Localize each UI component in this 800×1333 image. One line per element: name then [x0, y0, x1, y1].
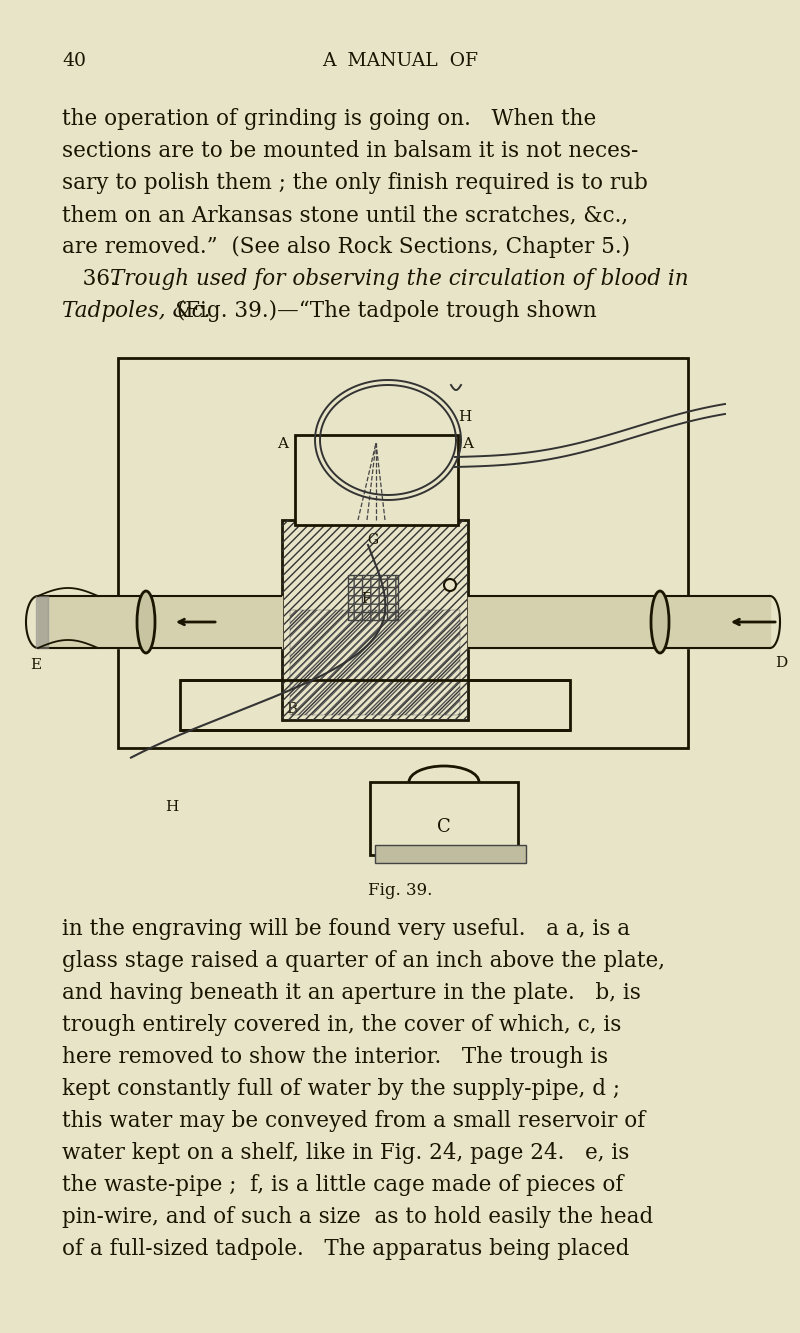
Ellipse shape: [651, 591, 669, 653]
Text: water kept on a shelf, like in Fig. 24, page 24.   e, is: water kept on a shelf, like in Fig. 24, …: [62, 1142, 630, 1164]
Text: (Fig. 39.)—“The tadpole trough shown: (Fig. 39.)—“The tadpole trough shown: [170, 300, 597, 323]
Text: F: F: [361, 592, 370, 607]
Text: G: G: [367, 533, 378, 547]
Bar: [348, 575, 398, 620]
Text: sary to polish them ; the only finish required is to rub: sary to polish them ; the only finish re…: [62, 172, 648, 195]
Text: D: D: [775, 656, 787, 670]
Text: 40: 40: [62, 52, 86, 71]
Text: A  MANUAL  OF: A MANUAL OF: [322, 52, 478, 71]
Text: here removed to show the interior.   The trough is: here removed to show the interior. The t…: [62, 1046, 608, 1068]
Text: the operation of grinding is going on.   When the: the operation of grinding is going on. W…: [62, 108, 596, 131]
Bar: [118, 359, 688, 748]
Text: B: B: [286, 702, 297, 716]
Text: E: E: [30, 659, 41, 672]
Text: Fig. 39.: Fig. 39.: [368, 882, 432, 898]
Text: of a full-sized tadpole.   The apparatus being placed: of a full-sized tadpole. The apparatus b…: [62, 1238, 630, 1260]
Text: are removed.”  (See also Rock Sections, Chapter 5.): are removed.” (See also Rock Sections, C…: [62, 236, 630, 259]
Bar: [180, 680, 570, 730]
Text: H: H: [165, 800, 178, 814]
Bar: [295, 435, 458, 525]
Text: A: A: [277, 437, 288, 451]
Text: sections are to be mounted in balsam it is not neces-: sections are to be mounted in balsam it …: [62, 140, 638, 163]
Text: kept constantly full of water by the supply-pipe, d ;: kept constantly full of water by the sup…: [62, 1078, 620, 1100]
Text: and having beneath it an aperture in the plate.   b, is: and having beneath it an aperture in the…: [62, 982, 641, 1004]
Bar: [290, 611, 460, 714]
Text: H: H: [458, 411, 471, 424]
Bar: [282, 520, 468, 720]
Text: trough entirely covered in, the cover of which, c, is: trough entirely covered in, the cover of…: [62, 1014, 622, 1036]
Text: glass stage raised a quarter of an inch above the plate,: glass stage raised a quarter of an inch …: [62, 950, 665, 972]
Text: in the engraving will be found very useful.   a a, is a: in the engraving will be found very usef…: [62, 918, 630, 940]
Ellipse shape: [444, 579, 456, 591]
Text: pin-wire, and of such a size  as to hold easily the head: pin-wire, and of such a size as to hold …: [62, 1206, 654, 1228]
Text: A: A: [462, 437, 473, 451]
Text: this water may be conveyed from a small reservoir of: this water may be conveyed from a small …: [62, 1110, 646, 1132]
Bar: [370, 782, 518, 854]
Text: Tadpoles, &c.: Tadpoles, &c.: [62, 300, 210, 323]
Text: Trough used for observing the circulation of blood in: Trough used for observing the circulatio…: [110, 268, 689, 291]
Text: them on an Arkansas stone until the scratches, &c.,: them on an Arkansas stone until the scra…: [62, 204, 628, 227]
Ellipse shape: [137, 591, 155, 653]
Text: the waste-pipe ;  f, is a little cage made of pieces of: the waste-pipe ; f, is a little cage mad…: [62, 1174, 623, 1196]
Bar: [375, 845, 526, 862]
Text: 36.: 36.: [62, 268, 124, 291]
Bar: [282, 520, 468, 720]
Text: C: C: [437, 818, 451, 836]
